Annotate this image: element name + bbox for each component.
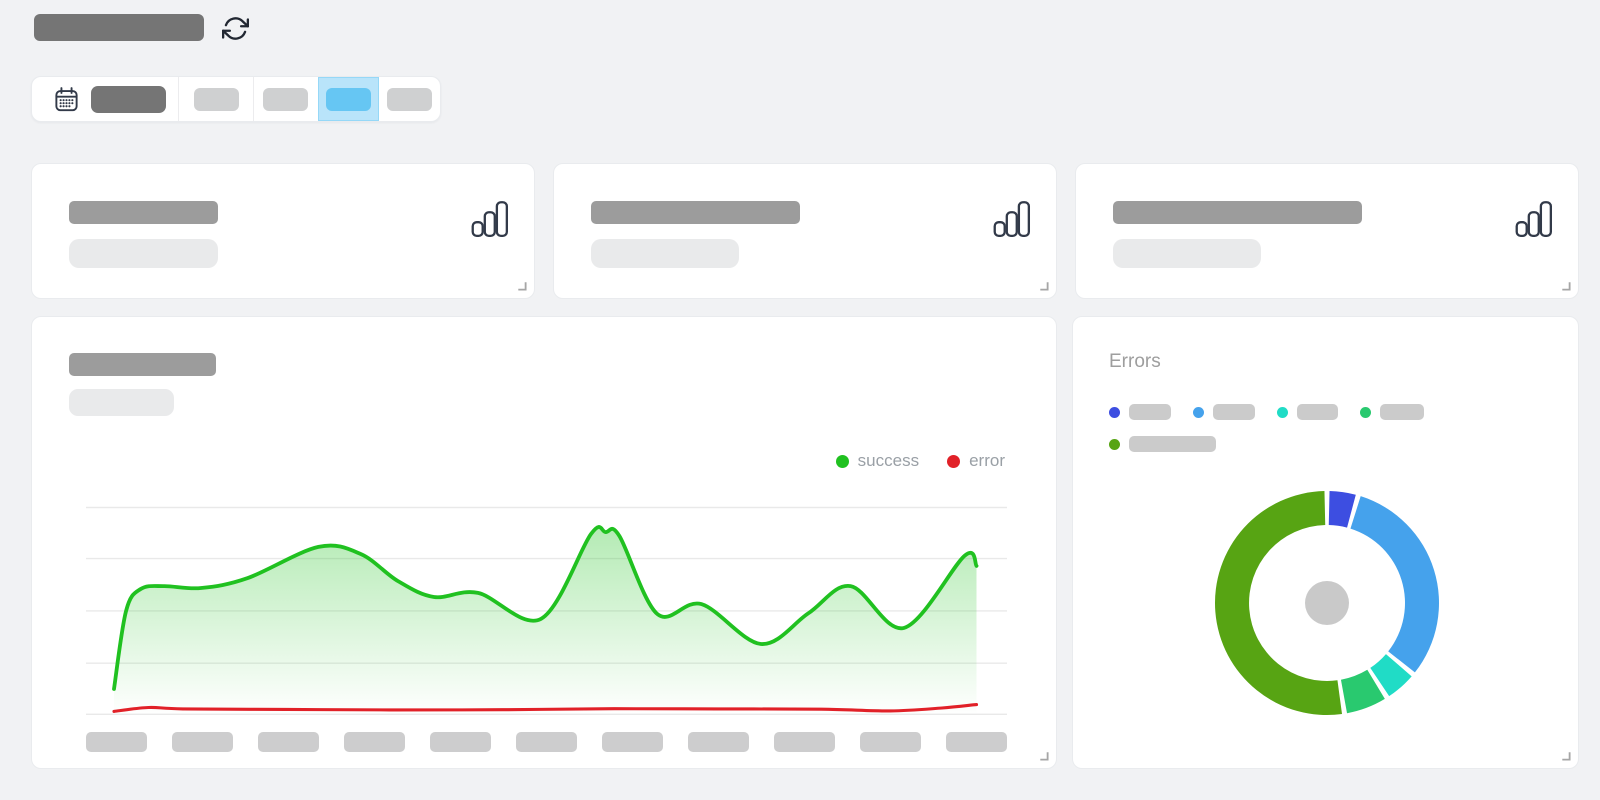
resize-handle[interactable] xyxy=(516,280,527,291)
resize-handle[interactable] xyxy=(1560,280,1571,291)
errors-legend-item xyxy=(1193,404,1255,420)
toolbar-divider xyxy=(178,77,180,121)
area-chart xyxy=(86,506,1007,715)
stat-title-skeleton xyxy=(69,201,218,224)
legend-label-skeleton xyxy=(1380,404,1424,420)
success-legend-dot xyxy=(835,454,849,468)
date-value-skeleton xyxy=(91,85,166,113)
page-title-skeleton xyxy=(34,14,204,41)
stat-card-1 xyxy=(31,163,535,299)
legend-dot xyxy=(1109,406,1120,418)
donut-chart xyxy=(1214,491,1440,716)
date-picker-button[interactable] xyxy=(32,77,178,121)
stat-title-skeleton xyxy=(591,201,800,224)
bar-chart-icon xyxy=(993,201,1031,238)
bar-chart-icon xyxy=(1515,201,1553,238)
x-tick-skeleton xyxy=(344,732,405,752)
x-tick-skeleton xyxy=(516,732,577,752)
time-range-option-2[interactable] xyxy=(254,77,318,121)
stat-title-skeleton xyxy=(1113,201,1362,224)
x-tick-skeleton xyxy=(688,732,749,752)
x-tick-skeleton xyxy=(86,732,147,752)
legend-label-skeleton xyxy=(1297,404,1338,420)
x-tick-skeleton xyxy=(172,732,233,752)
legend-item-success: success xyxy=(835,451,920,471)
errors-legend-row xyxy=(1109,436,1424,452)
error-legend-dot xyxy=(947,454,961,468)
legend-label-skeleton xyxy=(1129,404,1171,420)
errors-legend-item xyxy=(1360,404,1424,420)
refresh-button[interactable] xyxy=(218,12,252,46)
x-axis-skeleton-labels xyxy=(86,732,1007,752)
time-range-option-1[interactable] xyxy=(179,77,253,121)
error-legend-label: error xyxy=(969,451,1005,470)
time-range-option-4[interactable] xyxy=(379,77,440,121)
errors-legend-item xyxy=(1109,404,1171,420)
stat-card-2 xyxy=(553,163,1057,299)
legend-dot xyxy=(1277,406,1288,418)
x-tick-skeleton xyxy=(258,732,319,752)
legend-dot xyxy=(1193,406,1204,418)
errors-legend-row xyxy=(1109,404,1424,420)
timeseries-card: success error xyxy=(31,316,1057,769)
x-tick-skeleton xyxy=(860,732,921,752)
option-label-skeleton xyxy=(193,87,239,111)
x-tick-skeleton xyxy=(774,732,835,752)
time-range-toolbar xyxy=(31,76,441,122)
stat-value-skeleton xyxy=(591,239,739,268)
time-range-option-3-selected[interactable] xyxy=(317,77,380,121)
errors-legend xyxy=(1109,404,1424,452)
legend-label-skeleton xyxy=(1213,404,1255,420)
option-label-skeleton xyxy=(326,87,371,111)
errors-legend-item xyxy=(1277,404,1338,420)
legend-dot xyxy=(1360,406,1371,418)
option-label-skeleton xyxy=(387,87,433,111)
errors-card-title: Errors xyxy=(1109,351,1161,372)
option-label-skeleton xyxy=(263,87,309,111)
stat-value-skeleton xyxy=(69,239,218,268)
resize-handle[interactable] xyxy=(1038,750,1049,761)
stat-card-3 xyxy=(1075,163,1579,299)
toolbar-divider xyxy=(252,77,254,121)
legend-item-error: error xyxy=(947,451,1005,471)
chart-title-skeleton xyxy=(69,353,216,376)
x-tick-skeleton xyxy=(430,732,491,752)
resize-handle[interactable] xyxy=(1560,750,1571,761)
legend-dot xyxy=(1109,438,1120,450)
chart-legend: success error xyxy=(835,451,1005,471)
success-legend-label: success xyxy=(857,451,920,470)
errors-card: Errors xyxy=(1072,316,1579,769)
bar-chart-icon xyxy=(471,201,509,238)
resize-handle[interactable] xyxy=(1038,280,1049,291)
chart-subtitle-skeleton xyxy=(69,389,174,416)
calendar-icon xyxy=(55,86,78,111)
x-tick-skeleton xyxy=(946,732,1007,752)
errors-legend-item xyxy=(1109,436,1216,452)
stat-value-skeleton xyxy=(1113,239,1261,268)
x-tick-skeleton xyxy=(602,732,663,752)
refresh-icon xyxy=(221,17,249,40)
legend-label-skeleton xyxy=(1129,436,1216,452)
